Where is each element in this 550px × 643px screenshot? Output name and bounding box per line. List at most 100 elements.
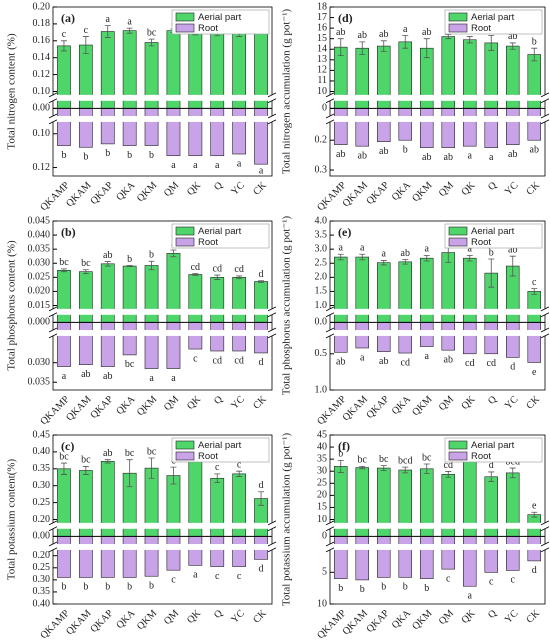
x-tick-label: QKAP: [88, 394, 115, 421]
significance-letter: ab: [530, 145, 539, 156]
y-axis-label: Total nitrogen accumulation (g pot⁻¹): [281, 8, 293, 174]
x-tick-label: QKM: [135, 608, 159, 632]
bar: [210, 322, 225, 352]
significance-letter: b: [360, 584, 365, 595]
y-tick-label: 0.00: [33, 103, 51, 114]
y-tick-label: 0.000: [28, 317, 51, 328]
legend-label: Root: [471, 451, 491, 462]
error-bar: [445, 471, 452, 478]
break-mark: [540, 520, 550, 532]
bar: [188, 274, 203, 323]
y-tick-label: 25: [317, 478, 327, 489]
bar: [78, 322, 93, 365]
significance-letter: b: [338, 449, 343, 460]
break-mark: [325, 520, 335, 532]
x-tick-label: QK: [459, 179, 478, 198]
x-tick-label: QK: [459, 393, 478, 412]
x-tick-label: Q: [212, 179, 225, 192]
error-bar: [509, 42, 516, 50]
x-tick-label: QK: [185, 607, 204, 626]
x-tick-label: Q: [486, 607, 499, 620]
bar: [527, 108, 541, 141]
significance-letter: ab: [444, 152, 453, 163]
break-mark: [325, 92, 335, 104]
y-axis-label: Total nitrogen content (%): [6, 33, 18, 150]
error-bar: [170, 466, 177, 485]
error-bar: [60, 40, 67, 52]
y-tick-label: 1.5: [315, 286, 328, 297]
significance-letter: b: [61, 582, 66, 593]
significance-letter: d: [489, 460, 494, 471]
error-bar: [359, 465, 366, 470]
x-tick-label: QM: [437, 394, 456, 413]
error-bar: [337, 253, 344, 261]
significance-letter: b: [149, 581, 154, 592]
significance-letter: ab: [379, 356, 388, 367]
legend-swatch: [448, 12, 468, 22]
axis-break: [49, 330, 276, 336]
significance-letter: c: [237, 459, 242, 470]
significance-letter: a: [468, 591, 473, 602]
break-mark: [48, 306, 58, 318]
x-tick-label: CK: [251, 607, 269, 625]
bar: [333, 536, 348, 579]
bar: [232, 277, 247, 323]
legend-label: Aerial part: [471, 12, 515, 23]
error-bar: [488, 471, 495, 482]
significance-letter: ab: [358, 30, 367, 41]
panel-label: (e): [338, 225, 351, 239]
legend-swatch: [175, 440, 195, 450]
bar: [166, 536, 181, 571]
bar: [484, 536, 498, 573]
y-tick-label: 10: [317, 514, 327, 525]
axis-break: [49, 522, 276, 529]
x-tick-label: QM: [437, 608, 456, 627]
x-tick-label: QKM: [135, 394, 159, 418]
x-tick-label: QK: [185, 179, 204, 198]
x-tick-label: QKA: [114, 607, 138, 631]
bar: [122, 322, 137, 356]
error-bar: [148, 457, 155, 479]
bar: [100, 536, 115, 578]
bar: [232, 322, 247, 352]
significance-letter: ab: [103, 250, 112, 261]
x-tick-label: QKAMP: [315, 608, 349, 642]
x-tick-label: CK: [524, 179, 542, 197]
significance-letter: e: [532, 367, 537, 378]
y-tick-label: 16: [317, 22, 327, 33]
y-tick-label: 11: [317, 75, 327, 86]
x-tick-label: QKA: [114, 179, 138, 203]
significance-letter: c: [193, 353, 198, 364]
significance-letter: b: [532, 36, 537, 47]
significance-letter: ab: [103, 448, 112, 459]
bar: [57, 322, 71, 367]
error-bar: [423, 463, 430, 475]
error-bar: [380, 260, 387, 266]
significance-letter: bc: [125, 448, 135, 459]
x-tick-label: YC: [503, 608, 521, 626]
bar: [166, 108, 181, 157]
error-bar: [531, 47, 538, 62]
x-tick-label: QKAP: [364, 608, 391, 635]
significance-letter: ab: [508, 245, 517, 256]
y-axis-label: Total phosphorus accumulation (g pot⁻¹): [281, 215, 293, 395]
y-tick-label: 0.25: [33, 497, 51, 508]
significance-letter: cd: [234, 355, 243, 366]
y-tick-label: 0.12: [33, 69, 51, 80]
legend-label: Aerial part: [198, 440, 242, 451]
error-bar: [214, 274, 221, 280]
y-tick-label: 20: [317, 490, 327, 501]
significance-letter: c: [511, 575, 516, 586]
y-tick-label: 0.25: [33, 562, 51, 573]
legend-label: Root: [198, 23, 218, 34]
error-bar: [82, 269, 89, 275]
bar: [505, 322, 520, 358]
y-tick-label: 4.0: [315, 215, 328, 226]
break-mark: [267, 520, 277, 532]
axis-break: [326, 544, 549, 550]
significance-letter: ab: [336, 27, 345, 38]
x-tick-label: QKAMP: [38, 180, 72, 214]
x-tick-label: QK: [459, 607, 478, 626]
bar: [210, 536, 225, 567]
